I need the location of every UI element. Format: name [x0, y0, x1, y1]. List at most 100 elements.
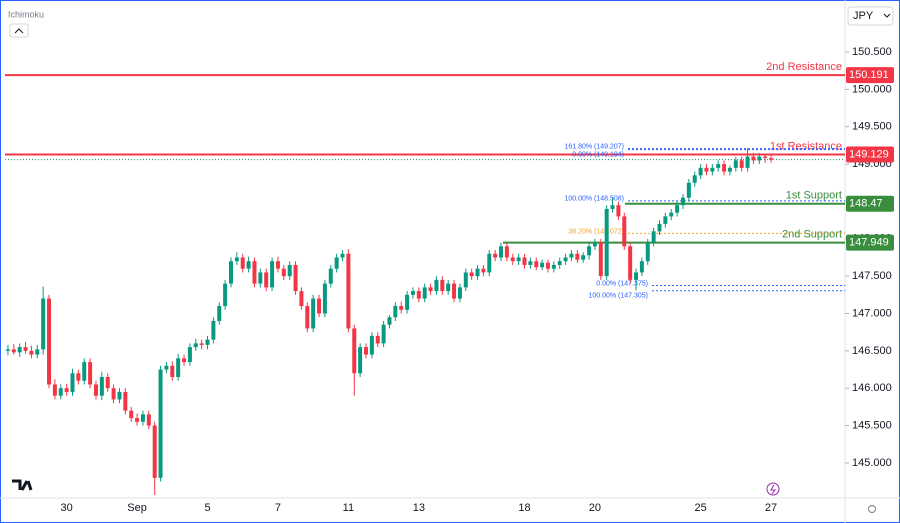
collapse-button[interactable]: [9, 23, 29, 38]
fib-label: 100.00% (147.305): [588, 293, 648, 300]
candle-body: [745, 156, 750, 168]
price-tag-label: 150.191: [849, 69, 889, 81]
price-tag: [846, 67, 894, 84]
event-icon[interactable]: [766, 482, 780, 496]
candle-body: [117, 391, 122, 400]
y-tick-label: 146.000: [852, 382, 892, 394]
settings-icon[interactable]: [868, 505, 876, 513]
x-tick-label: 13: [413, 502, 425, 514]
candle-body: [205, 339, 210, 345]
candle-body: [645, 242, 650, 262]
candle-body: [657, 223, 662, 232]
candle-body: [375, 335, 380, 344]
candle-body: [534, 261, 539, 268]
level-name: 1st Support: [786, 190, 842, 202]
candle-body: [70, 373, 75, 392]
candle-body: [622, 216, 627, 247]
candle-body: [493, 253, 498, 258]
candle-body: [47, 298, 52, 385]
price-tag-label: 148.47: [849, 198, 883, 210]
candle-body: [592, 242, 597, 247]
candle-body: [358, 347, 363, 374]
candle-body: [516, 257, 521, 262]
candle-body: [170, 365, 175, 377]
candle-body: [733, 160, 738, 168]
candle-body: [52, 384, 57, 396]
event-bolt: [770, 484, 776, 495]
candle-body: [123, 391, 128, 411]
candle-body: [727, 167, 732, 172]
candle-body: [634, 272, 639, 280]
candle-body: [522, 257, 527, 265]
candle-body: [540, 262, 545, 268]
candle-body: [82, 362, 87, 381]
candle-body: [463, 272, 468, 288]
fib-label: 38.20% (148.072): [568, 228, 624, 235]
candle-body: [675, 205, 680, 213]
candle-body: [258, 272, 263, 284]
candle-body: [88, 362, 93, 385]
candle-body: [240, 257, 245, 269]
fib-label: 0.00% (149.194): [572, 151, 624, 158]
logo: [12, 479, 33, 491]
candle-body: [452, 283, 457, 299]
candle-body: [64, 388, 69, 392]
candle-body: [217, 306, 222, 321]
x-tick-label: 20: [589, 502, 601, 514]
candle-body: [182, 358, 187, 363]
candle-body: [686, 182, 691, 198]
candle-body: [41, 298, 46, 350]
candle-body: [598, 242, 603, 277]
y-tick-label: 150.000: [852, 83, 892, 95]
candle-body: [428, 287, 433, 292]
candle-body: [669, 212, 674, 217]
candle-body: [716, 164, 721, 168]
candle-body: [722, 164, 727, 172]
candle-body: [387, 317, 392, 325]
candle-body: [293, 264, 298, 292]
candle-body: [187, 347, 192, 363]
candle-body: [446, 283, 451, 292]
candle-body: [680, 197, 685, 206]
candle-body: [17, 347, 22, 353]
indicator-name[interactable]: Ichimoku: [8, 9, 44, 19]
candle-body: [211, 320, 216, 340]
candle-body: [769, 158, 774, 160]
candle-body: [369, 335, 374, 355]
candle-body: [381, 324, 386, 344]
candle-body: [352, 328, 357, 374]
candle-body: [399, 306, 404, 310]
candle-body: [651, 231, 656, 243]
fib-label: 100.00% (148.508): [564, 196, 624, 203]
x-tick-label: 27: [765, 502, 777, 514]
candle-body: [663, 216, 668, 224]
candle-body: [481, 268, 486, 273]
candle-body: [587, 246, 592, 256]
candle-body: [317, 298, 322, 314]
candle-body: [410, 291, 415, 295]
candle-body: [23, 347, 28, 351]
y-tick-label: 147.000: [852, 307, 892, 319]
candle-body: [610, 205, 615, 209]
candle-body: [105, 376, 110, 389]
candle-body: [405, 294, 410, 310]
x-tick-label: 18: [518, 502, 530, 514]
candle-body: [346, 253, 351, 329]
candle-body: [252, 261, 257, 284]
candle-body: [751, 156, 756, 161]
candle-body: [434, 279, 439, 292]
y-tick-label: 145.500: [852, 419, 892, 431]
candle-body: [510, 257, 515, 262]
price-tag: [846, 146, 894, 163]
candle-body: [563, 257, 568, 262]
x-tick-label: 30: [61, 502, 73, 514]
candle-body: [499, 246, 504, 258]
candle-body: [340, 253, 345, 258]
candle-body: [152, 425, 157, 478]
fib-label: 161.80% (149.207): [564, 143, 624, 150]
currency-button[interactable]: [847, 6, 894, 26]
candle-body: [58, 388, 63, 396]
candle-body: [11, 349, 16, 353]
candle-body: [581, 255, 586, 260]
